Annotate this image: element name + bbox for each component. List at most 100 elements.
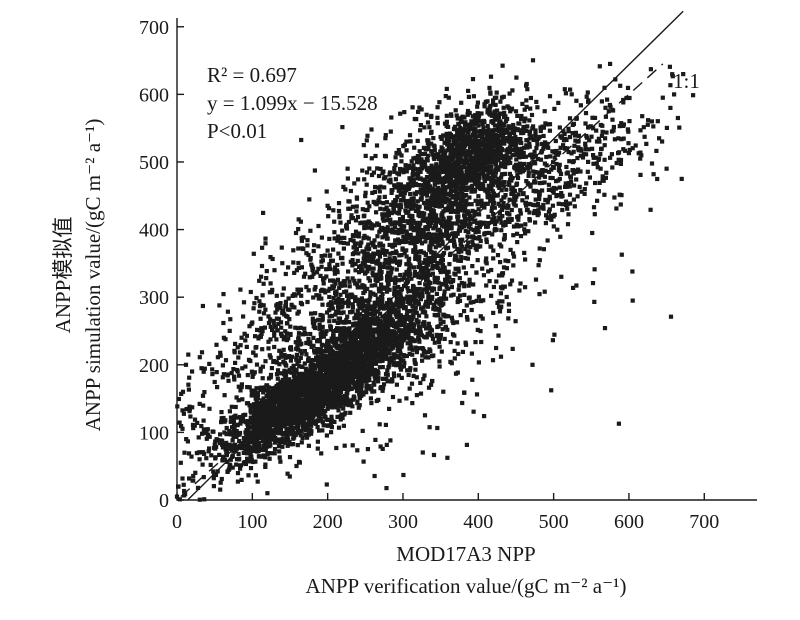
scatter-point [486,183,491,188]
scatter-point [411,265,416,270]
scatter-point [449,285,454,290]
scatter-point [324,348,329,353]
scatter-point [485,123,490,129]
scatter-point [266,389,271,394]
scatter-point [527,131,532,136]
scatter-point [276,444,281,449]
scatter-point [291,248,296,253]
scatter-point [323,397,328,403]
scatter-point [395,344,400,349]
scatter-point [425,227,430,232]
scatter-point [289,366,294,371]
scatter-point [401,358,406,363]
scatter-point [330,418,335,423]
scatter-point [287,317,292,322]
scatter-point [472,213,477,218]
scatter-point [359,300,364,306]
scatter-point [280,261,285,266]
scatter-point [525,87,530,92]
scatter-point [390,266,395,271]
scatter-point [389,270,394,275]
scatter-point [317,413,322,418]
scatter-point [256,446,262,451]
scatter-point [357,278,362,283]
scatter-point [377,422,382,427]
scatter-point [354,209,359,214]
scatter-point [418,239,423,244]
scatter-point [244,446,249,451]
scatter-point [182,488,187,494]
scatter-point [363,349,368,354]
scatter-point [345,391,350,396]
scatter-point [466,230,471,235]
scatter-point [263,462,268,467]
scatter-point [298,348,303,354]
scatter-point [264,429,269,434]
scatter-point [312,383,317,388]
scatter-point [439,299,444,304]
scatter-point [303,401,308,406]
scatter-point [421,233,426,238]
scatter-point [255,392,261,397]
scatter-point [355,401,360,406]
scatter-point [371,266,376,271]
scatter-point [391,360,396,365]
scatter-point [427,224,433,229]
scatter-point [517,161,523,166]
scatter-point [272,451,277,456]
scatter-point [234,431,239,436]
scatter-point [367,166,372,171]
scatter-point [309,360,314,365]
scatter-point [359,384,364,389]
scatter-point [400,296,406,302]
scatter-point [402,272,407,277]
scatter-point [264,431,269,436]
scatter-point [361,256,366,261]
scatter-point [407,213,412,218]
scatter-point [340,365,345,370]
scatter-point [344,222,349,227]
scatter-point [384,205,389,210]
scatter-point [427,247,432,252]
scatter-point [289,398,294,403]
scatter-point [438,317,443,322]
scatter-point [475,100,480,105]
scatter-point [182,493,187,498]
scatter-point [462,284,467,289]
scatter-point [318,379,323,384]
scatter-point [429,260,434,265]
scatter-point [317,428,322,433]
scatter-point [462,209,467,214]
scatter-point [387,265,392,270]
scatter-point [409,206,414,211]
scatter-point [369,320,374,325]
scatter-point [414,223,419,229]
scatter-point [469,119,474,124]
scatter-point [326,206,332,211]
scatter-point [524,104,529,109]
scatter-point [298,381,303,386]
scatter-point [507,134,512,139]
scatter-point [383,252,388,257]
scatter-point [320,388,325,393]
scatter-point [353,321,358,326]
scatter-point [445,148,450,153]
scatter-point [353,233,358,238]
scatter-point [420,230,425,235]
scatter-point [426,181,431,186]
scatter-point [275,400,280,405]
scatter-point [368,304,373,309]
scatter-point [426,295,431,300]
scatter-point [291,388,296,393]
scatter-point [380,171,385,176]
scatter-point [415,208,420,213]
scatter-point [430,208,435,213]
scatter-point [334,405,339,410]
scatter-point [250,437,255,442]
scatter-point [356,298,361,303]
scatter-point [299,413,304,418]
scatter-point [444,86,449,91]
scatter-point [496,115,501,120]
scatter-point [315,347,320,352]
scatter-point [416,302,421,307]
